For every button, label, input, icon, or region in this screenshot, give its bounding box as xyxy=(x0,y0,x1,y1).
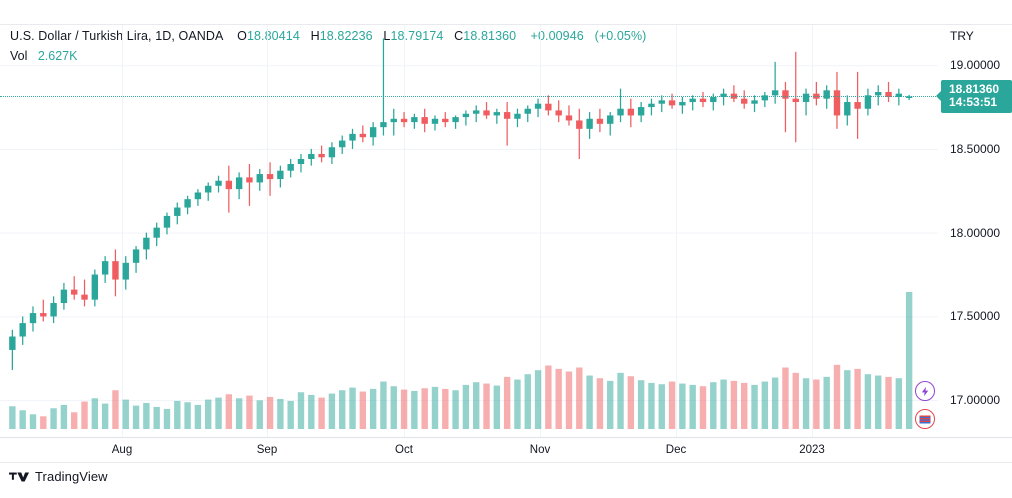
current-time-value: 14:53:51 xyxy=(949,95,998,110)
lightning-icon xyxy=(921,386,928,396)
current-price-badge[interactable]: 18.81360 14:53:51 xyxy=(936,80,1012,114)
symbol-title[interactable]: U.S. Dollar / Turkish Lira, 1D, OANDA xyxy=(10,29,223,43)
price-badge-pointer xyxy=(936,91,941,102)
time-axis-top-border xyxy=(0,437,1012,438)
chart-plot-area[interactable] xyxy=(0,25,938,437)
open-value: 18.80414 xyxy=(246,29,300,43)
high-value: 18.82236 xyxy=(319,29,373,43)
price-axis-tick: 18.00000 xyxy=(950,225,1001,240)
time-axis-tick: Nov xyxy=(529,444,551,456)
price-axis[interactable]: TRY 19.00000 18.50000 18.00000 17.50000 17.0… xyxy=(936,25,1012,437)
open-key: O xyxy=(237,29,247,43)
chart-legend: U.S. Dollar / Turkish Lira, 1D, OANDA O1… xyxy=(10,30,646,62)
high-key: H xyxy=(310,29,320,43)
change-percent: (+0.05%) xyxy=(594,29,647,43)
price-axis-tick: 19.00000 xyxy=(950,58,1001,73)
change-absolute: +0.00946 xyxy=(530,29,584,43)
volume-value: 2.627K xyxy=(37,48,78,63)
volume-key: Vol xyxy=(10,48,28,63)
currency-label: TRY xyxy=(950,29,974,43)
tradingview-logo-label: TradingView xyxy=(35,469,108,484)
time-axis[interactable]: Aug Sep Oct Nov Dec 2023 xyxy=(0,437,1012,463)
price-axis-tick: 17.50000 xyxy=(950,309,1001,324)
low-value: 18.79174 xyxy=(390,29,444,43)
low-key: L xyxy=(383,29,391,43)
tradingview-logo-icon xyxy=(9,472,29,481)
earnings-badge[interactable] xyxy=(915,409,935,429)
time-axis-bottom-border xyxy=(0,462,1012,463)
time-axis-tick: Dec xyxy=(665,444,687,456)
price-axis-tick: 18.50000 xyxy=(950,141,1001,156)
header-divider xyxy=(0,24,1012,25)
time-axis-tick: 2023 xyxy=(799,444,825,456)
tradingview-logo[interactable]: TradingView xyxy=(9,469,108,484)
bolt-badge[interactable] xyxy=(915,381,935,401)
time-axis-tick: Aug xyxy=(111,444,133,456)
close-key: C xyxy=(454,29,464,43)
candlestick-svg xyxy=(0,25,938,437)
time-axis-tick: Oct xyxy=(395,444,413,456)
flag-icon xyxy=(919,415,931,423)
time-axis-tick: Sep xyxy=(256,444,278,456)
close-value: 18.81360 xyxy=(463,29,517,43)
current-price-value: 18.81360 xyxy=(949,82,1000,97)
legend-volume-row[interactable]: Vol 2.627K xyxy=(10,48,646,63)
legend-ohlc-row[interactable]: U.S. Dollar / Turkish Lira, 1D, OANDA O1… xyxy=(10,30,646,43)
price-axis-tick: 17.00000 xyxy=(950,393,1001,408)
current-price-line xyxy=(0,96,938,98)
